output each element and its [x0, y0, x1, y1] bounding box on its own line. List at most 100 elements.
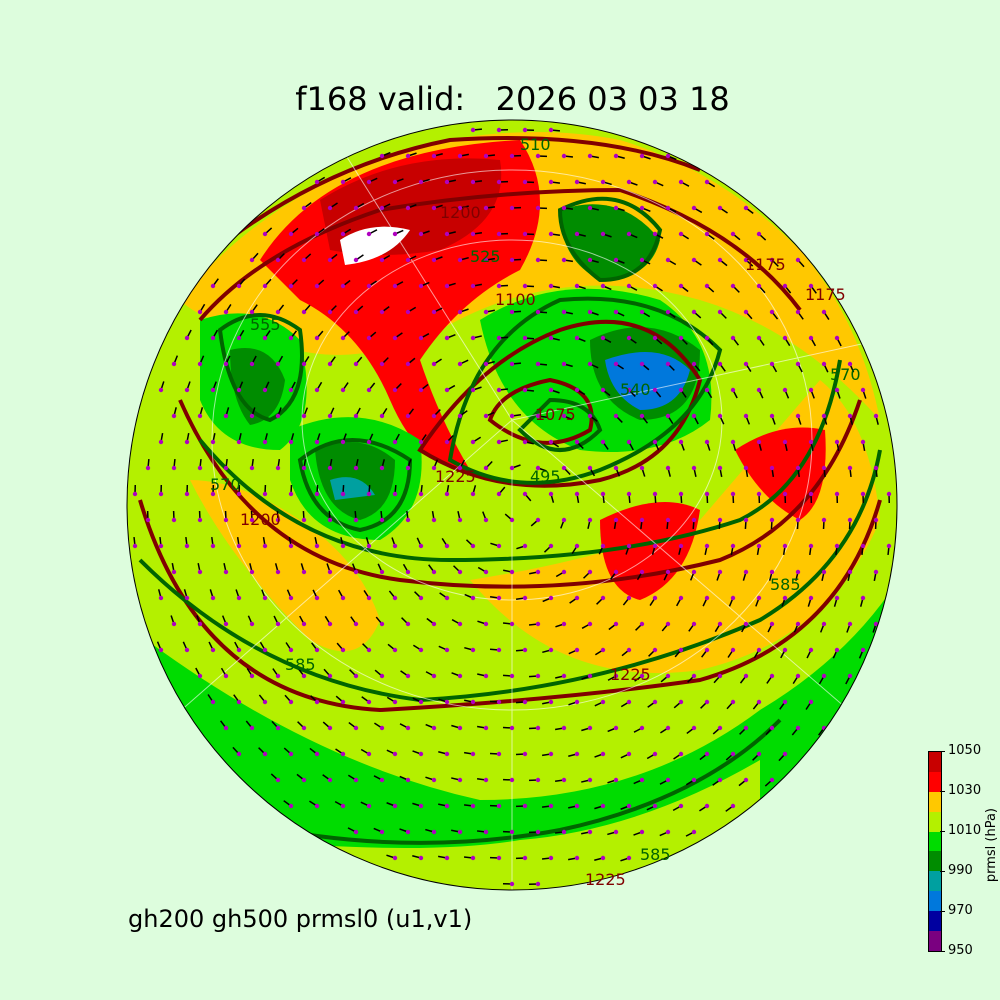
wind-vector-origin	[691, 257, 697, 263]
wind-vector-origin	[379, 413, 385, 419]
wind-vector-origin	[743, 465, 749, 471]
wind-vector-origin	[561, 413, 567, 419]
wind-vector-origin	[704, 335, 710, 341]
gh500-label: 540	[620, 380, 651, 399]
wind-vector-origin	[392, 543, 398, 549]
wind-vector-origin	[704, 439, 710, 445]
wind-vector-origin	[470, 543, 476, 549]
wind-vector-origin	[548, 127, 554, 133]
wind-vector-origin	[847, 361, 853, 367]
wind-vector-origin	[418, 283, 424, 289]
wind-vector-origin	[158, 595, 164, 601]
wind-vector-origin	[795, 621, 801, 627]
wind-vector-origin	[535, 569, 541, 575]
wind-vector-origin	[704, 647, 710, 653]
wind-vector-origin	[730, 335, 736, 341]
wind-vector-origin	[704, 491, 710, 497]
wind-vector-origin	[769, 257, 775, 263]
wind-vector-origin	[808, 491, 814, 497]
wind-vector-origin	[418, 387, 424, 393]
wind-vector-origin	[184, 543, 190, 549]
wind-vector-origin	[483, 829, 489, 835]
wind-vector-origin	[470, 387, 476, 393]
wind-vector-origin	[652, 699, 658, 705]
wind-vector-origin	[483, 777, 489, 783]
wind-vector-origin	[197, 361, 203, 367]
wind-vector-origin	[405, 829, 411, 835]
wind-vector-origin	[223, 621, 229, 627]
wind-vector-origin	[808, 439, 814, 445]
wind-vector-origin	[717, 465, 723, 471]
wind-vector-origin	[418, 647, 424, 653]
wind-vector-origin	[730, 283, 736, 289]
wind-vector-origin	[483, 413, 489, 419]
wind-vector-origin	[717, 413, 723, 419]
wind-vector-origin	[522, 647, 528, 653]
wind-vector-origin	[587, 413, 593, 419]
wind-vector-origin	[470, 283, 476, 289]
wind-vector-origin	[366, 699, 372, 705]
colorbar-segment	[929, 871, 941, 892]
wind-vector-origin	[730, 439, 736, 445]
colorbar-segment	[929, 911, 941, 932]
gh200-label: 1175	[805, 285, 846, 304]
wind-vector-origin	[613, 361, 619, 367]
wind-vector-origin	[743, 413, 749, 419]
wind-vector-origin	[483, 465, 489, 471]
wind-vector-origin	[652, 387, 658, 393]
wind-vector-origin	[691, 621, 697, 627]
wind-vector-origin	[431, 829, 437, 835]
wind-vector-origin	[496, 283, 502, 289]
wind-vector-origin	[522, 803, 528, 809]
wind-vector-origin	[639, 621, 645, 627]
wind-vector-origin	[808, 335, 814, 341]
wind-vector-origin	[522, 751, 528, 757]
wind-vector-origin	[743, 361, 749, 367]
wind-vector-origin	[860, 439, 866, 445]
wind-vector-origin	[639, 829, 645, 835]
wind-vector-origin	[574, 335, 580, 341]
wind-vector-origin	[444, 283, 450, 289]
wind-vector-origin	[444, 647, 450, 653]
wind-vector-origin	[795, 569, 801, 575]
wind-vector-origin	[470, 439, 476, 445]
wind-vector-origin	[509, 881, 515, 887]
wind-vector-origin	[574, 699, 580, 705]
wind-vector-origin	[249, 621, 255, 627]
wind-vector-origin	[171, 569, 177, 575]
wind-vector	[875, 363, 881, 373]
wind-vector-origin	[652, 543, 658, 549]
wind-vector-origin	[847, 517, 853, 523]
wind-vector-origin	[197, 413, 203, 419]
wind-vector-origin	[366, 751, 372, 757]
wind-vector-origin	[340, 231, 346, 237]
wind-vector-origin	[444, 543, 450, 549]
wind-vector-origin	[275, 309, 281, 315]
wind-vector-origin	[561, 621, 567, 627]
wind-vector-origin	[821, 361, 827, 367]
wind-vector-origin	[301, 673, 307, 679]
wind-vector-origin	[223, 309, 229, 315]
wind-vector-origin	[418, 803, 424, 809]
wind-vector-origin	[743, 621, 749, 627]
wind-vector-origin	[535, 413, 541, 419]
wind-vector-origin	[756, 387, 762, 393]
wind-vector-origin	[873, 465, 879, 471]
wind-vector-origin	[548, 751, 554, 757]
wind-vector-origin	[769, 361, 775, 367]
wind-vector-origin	[821, 309, 827, 315]
wind-vector-origin	[392, 699, 398, 705]
wind-vector-origin	[535, 361, 541, 367]
wind-vector-origin	[561, 205, 567, 211]
wind-vector-origin	[483, 361, 489, 367]
wind-vector-origin	[600, 595, 606, 601]
wind-vector-origin	[678, 803, 684, 809]
wind-vector-origin	[197, 621, 203, 627]
wind-vector-origin	[236, 699, 242, 705]
wind-vector-origin	[444, 803, 450, 809]
wind-vector-origin	[522, 231, 528, 237]
colorbar-tick: 1030	[939, 783, 982, 798]
wind-vector-origin	[470, 699, 476, 705]
wind-vector-origin	[288, 543, 294, 549]
